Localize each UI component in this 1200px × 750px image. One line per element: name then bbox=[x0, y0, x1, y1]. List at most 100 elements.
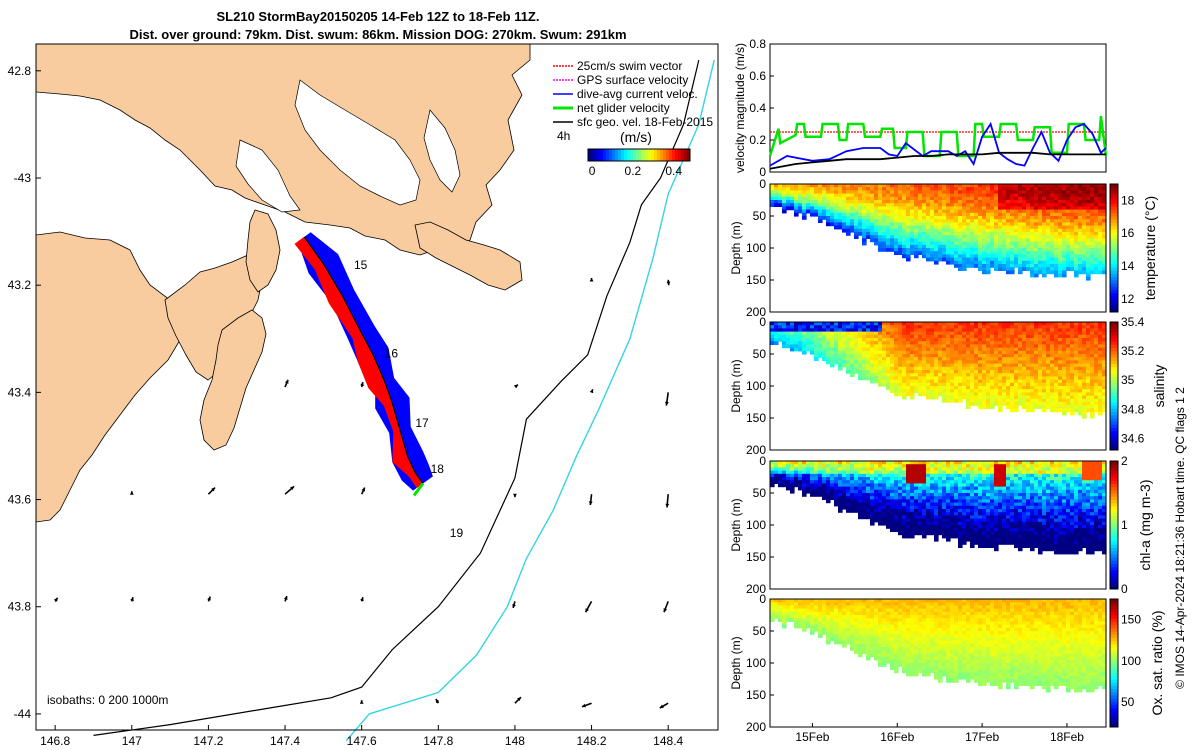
section-cell bbox=[850, 216, 855, 220]
section-cell bbox=[1014, 254, 1019, 259]
section-cell bbox=[926, 254, 931, 259]
section-cell bbox=[898, 216, 903, 220]
section-cell bbox=[954, 331, 959, 336]
section-cell bbox=[858, 489, 863, 494]
section-cell bbox=[810, 486, 815, 491]
section-cell bbox=[850, 473, 855, 478]
section-cell bbox=[1038, 184, 1043, 188]
section-cell bbox=[954, 464, 959, 468]
section-cell bbox=[966, 386, 971, 390]
section-cell bbox=[774, 467, 779, 472]
section-cell bbox=[862, 344, 867, 349]
section-cell bbox=[914, 235, 919, 239]
section-cell bbox=[1046, 241, 1051, 246]
section-cell bbox=[890, 325, 895, 329]
map-colorbar-swatch bbox=[618, 149, 622, 161]
section-cell bbox=[906, 225, 911, 230]
section-cell bbox=[934, 480, 939, 484]
section-cell bbox=[882, 366, 887, 371]
section-cell bbox=[1014, 344, 1019, 349]
section-cell bbox=[938, 461, 943, 465]
section-cell bbox=[906, 461, 911, 465]
section-cell bbox=[902, 515, 907, 520]
section-cell bbox=[874, 241, 879, 246]
section-cell bbox=[834, 502, 839, 507]
section-cell bbox=[922, 232, 927, 236]
section-cell bbox=[1034, 260, 1039, 265]
section-cell bbox=[802, 209, 807, 214]
section-cell bbox=[1102, 379, 1107, 384]
section-cell bbox=[870, 331, 875, 336]
section-cell bbox=[910, 203, 915, 207]
section-cell bbox=[1042, 257, 1047, 262]
section-cell bbox=[930, 502, 935, 507]
section-cell bbox=[986, 225, 991, 230]
section-cell bbox=[926, 518, 931, 523]
section-cell bbox=[990, 473, 995, 478]
section-cell bbox=[914, 344, 919, 349]
section-cell bbox=[1010, 225, 1015, 230]
section-cell bbox=[830, 190, 835, 195]
section-cell bbox=[970, 509, 975, 513]
section-cell bbox=[850, 193, 855, 198]
section-cell bbox=[958, 238, 963, 243]
section-cell bbox=[1058, 190, 1063, 195]
section-cell bbox=[838, 363, 843, 368]
section-cell bbox=[926, 322, 931, 326]
section-cell bbox=[942, 505, 947, 510]
section-cell bbox=[942, 483, 947, 488]
section-cell bbox=[798, 467, 803, 472]
section-cell bbox=[998, 354, 1003, 358]
section-cell bbox=[790, 328, 795, 333]
section-cell bbox=[866, 470, 871, 475]
section-cell bbox=[1010, 350, 1015, 355]
section-cell bbox=[934, 257, 939, 262]
section-cell bbox=[918, 212, 923, 217]
section-cell bbox=[986, 499, 991, 504]
section-cell bbox=[1034, 267, 1039, 271]
section-cell bbox=[1050, 228, 1055, 233]
section-cell bbox=[934, 467, 939, 472]
section-cell bbox=[854, 493, 859, 497]
section-cell bbox=[874, 518, 879, 523]
section-cell bbox=[1026, 386, 1031, 390]
section-cell bbox=[950, 505, 955, 510]
section-cell bbox=[1050, 373, 1055, 377]
section-cell bbox=[858, 193, 863, 198]
section-cell bbox=[894, 251, 899, 255]
section-cell bbox=[1002, 357, 1007, 361]
section-cell bbox=[946, 235, 951, 239]
section-cell bbox=[910, 206, 915, 211]
section-cell bbox=[934, 347, 939, 352]
section-cell bbox=[1018, 338, 1023, 342]
section-cell bbox=[966, 209, 971, 214]
section-cell bbox=[990, 206, 995, 211]
section-cell bbox=[854, 473, 859, 478]
section-cell bbox=[850, 489, 855, 494]
section-cell bbox=[954, 244, 959, 249]
section-cell bbox=[922, 483, 927, 488]
map-ytick-label: 43.6 bbox=[8, 493, 32, 507]
section-cell bbox=[1066, 212, 1071, 217]
section-cell bbox=[1022, 219, 1027, 223]
section-cell bbox=[966, 363, 971, 368]
section-cell bbox=[918, 502, 923, 507]
section-cell bbox=[970, 518, 975, 523]
section-cell bbox=[818, 193, 823, 198]
section-cell bbox=[1022, 248, 1027, 252]
section-cell bbox=[942, 528, 947, 532]
section-cell bbox=[990, 515, 995, 520]
section-cell bbox=[978, 267, 983, 271]
section-cell bbox=[834, 328, 839, 333]
section-cell bbox=[1018, 203, 1023, 207]
section-cell bbox=[890, 389, 895, 393]
section-cell bbox=[906, 477, 911, 481]
section-cell bbox=[870, 521, 875, 526]
section-cell bbox=[890, 244, 895, 249]
section-cell bbox=[1030, 392, 1035, 397]
velocity-series-line bbox=[769, 121, 1107, 167]
section-colorbar-swatch bbox=[1110, 408, 1118, 413]
section-cell bbox=[866, 464, 871, 468]
section-cell bbox=[1058, 328, 1063, 333]
section-cell bbox=[826, 480, 831, 484]
